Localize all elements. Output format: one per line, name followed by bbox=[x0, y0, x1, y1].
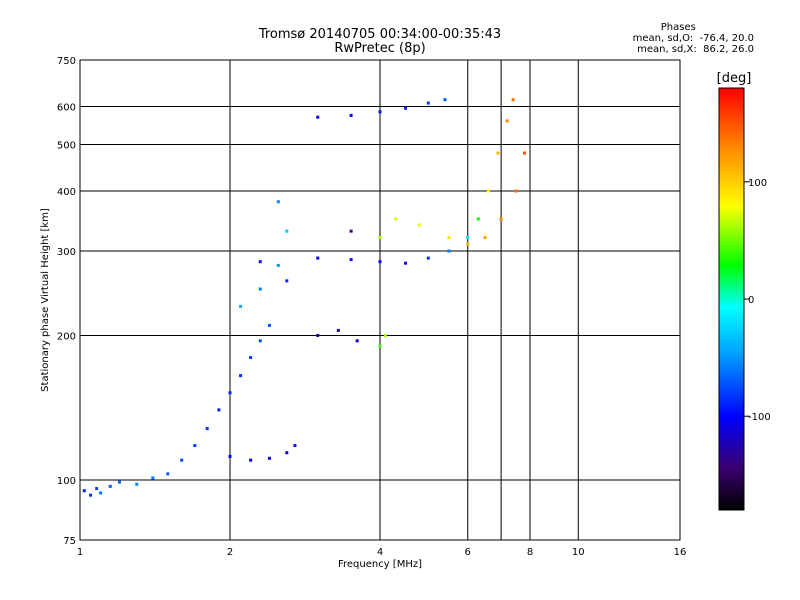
data-point bbox=[285, 279, 289, 283]
data-point bbox=[258, 260, 262, 264]
data-point bbox=[193, 444, 197, 448]
data-point bbox=[258, 287, 262, 291]
data-point bbox=[426, 256, 430, 260]
data-point bbox=[511, 98, 515, 102]
data-point bbox=[267, 323, 271, 327]
data-point bbox=[447, 236, 451, 240]
data-point bbox=[99, 491, 103, 495]
data-point bbox=[383, 334, 387, 338]
data-point bbox=[135, 482, 139, 486]
y-tick-label: 600 bbox=[57, 103, 76, 114]
data-point bbox=[239, 374, 243, 378]
data-point bbox=[316, 115, 320, 119]
data-point bbox=[378, 236, 382, 240]
data-point bbox=[394, 217, 398, 221]
data-point bbox=[523, 151, 527, 155]
data-point bbox=[378, 260, 382, 264]
x-tick-label: 2 bbox=[227, 547, 233, 558]
data-point bbox=[82, 489, 86, 493]
data-point bbox=[205, 427, 209, 431]
data-point bbox=[89, 493, 93, 497]
y-tick-label: 500 bbox=[57, 141, 76, 152]
data-point bbox=[443, 98, 447, 102]
chart-subtitle: RwPretec (8p) bbox=[334, 41, 426, 56]
axis-ticks: 1 2 4 6 8 10 16 75 100 200 300 400 500 600 750 bbox=[57, 56, 686, 558]
data-point bbox=[276, 263, 280, 267]
data-point bbox=[378, 110, 382, 114]
colorbar bbox=[718, 87, 745, 511]
data-point bbox=[355, 339, 359, 343]
x-tick-label: 16 bbox=[674, 547, 687, 558]
data-point bbox=[417, 223, 421, 227]
data-point bbox=[426, 101, 430, 105]
data-point bbox=[466, 242, 470, 246]
data-point bbox=[316, 334, 320, 338]
data-point bbox=[276, 200, 280, 204]
data-point bbox=[228, 454, 232, 458]
y-tick-label: 300 bbox=[57, 247, 76, 258]
x-tick-label: 4 bbox=[377, 547, 383, 558]
x-tick-label: 1 bbox=[77, 547, 83, 558]
phases-o-stats: mean, sd,O: -76.4, 20.0 bbox=[632, 33, 754, 44]
grid-lines bbox=[80, 60, 680, 540]
data-point bbox=[217, 408, 221, 412]
colorbar-label: [deg] bbox=[717, 71, 752, 86]
data-point bbox=[166, 472, 170, 476]
data-point bbox=[267, 456, 271, 460]
data-point bbox=[151, 476, 155, 480]
chart-title: Tromsø 20140705 00:34:00-00:35:43 bbox=[258, 27, 502, 42]
data-point bbox=[239, 304, 243, 308]
data-point bbox=[117, 480, 121, 484]
data-point bbox=[505, 119, 509, 123]
data-point bbox=[228, 391, 232, 395]
data-point bbox=[476, 217, 480, 221]
y-tick-label: 200 bbox=[57, 332, 76, 343]
x-tick-label: 10 bbox=[572, 547, 585, 558]
colorbar-tick-label: -100 bbox=[748, 412, 771, 423]
data-point bbox=[483, 236, 487, 240]
data-point bbox=[447, 249, 451, 253]
data-points bbox=[82, 98, 527, 497]
phases-legend: Phases mean, sd,O: -76.4, 20.0 mean, sd,… bbox=[633, 22, 754, 55]
data-point bbox=[496, 151, 500, 155]
data-point bbox=[466, 236, 470, 240]
colorbar-ticks: 100 0 -100 bbox=[744, 178, 771, 423]
x-tick-label: 6 bbox=[465, 547, 471, 558]
data-point bbox=[499, 217, 503, 221]
data-point bbox=[514, 189, 518, 193]
x-tick-label: 8 bbox=[527, 547, 533, 558]
data-point bbox=[293, 444, 297, 448]
data-point bbox=[403, 261, 407, 265]
data-point bbox=[316, 256, 320, 260]
data-point bbox=[95, 487, 99, 491]
phases-x-stats: mean, sd,X: 86.2, 26.0 bbox=[637, 44, 754, 55]
y-tick-label: 750 bbox=[57, 56, 76, 67]
data-point bbox=[108, 484, 112, 488]
y-tick-label: 400 bbox=[57, 187, 76, 198]
colorbar-tick-label: 100 bbox=[748, 178, 767, 189]
data-point bbox=[258, 339, 262, 343]
data-point bbox=[378, 344, 382, 348]
phases-title: Phases bbox=[660, 22, 696, 33]
data-point bbox=[285, 229, 289, 233]
data-point bbox=[249, 355, 253, 359]
y-axis-label: Stationary phase Virtual Height [km] bbox=[40, 208, 51, 392]
data-point bbox=[180, 458, 184, 462]
y-tick-label: 75 bbox=[63, 536, 76, 547]
colorbar-tick-label: 0 bbox=[748, 295, 754, 306]
data-point bbox=[349, 258, 353, 262]
data-point bbox=[249, 458, 253, 462]
x-axis-label: Frequency [MHz] bbox=[338, 559, 422, 570]
data-point bbox=[336, 328, 340, 332]
data-point bbox=[349, 113, 353, 117]
y-tick-label: 100 bbox=[57, 476, 76, 487]
data-point bbox=[403, 106, 407, 110]
data-point bbox=[349, 229, 353, 233]
data-point bbox=[486, 189, 490, 193]
data-point bbox=[285, 451, 289, 455]
